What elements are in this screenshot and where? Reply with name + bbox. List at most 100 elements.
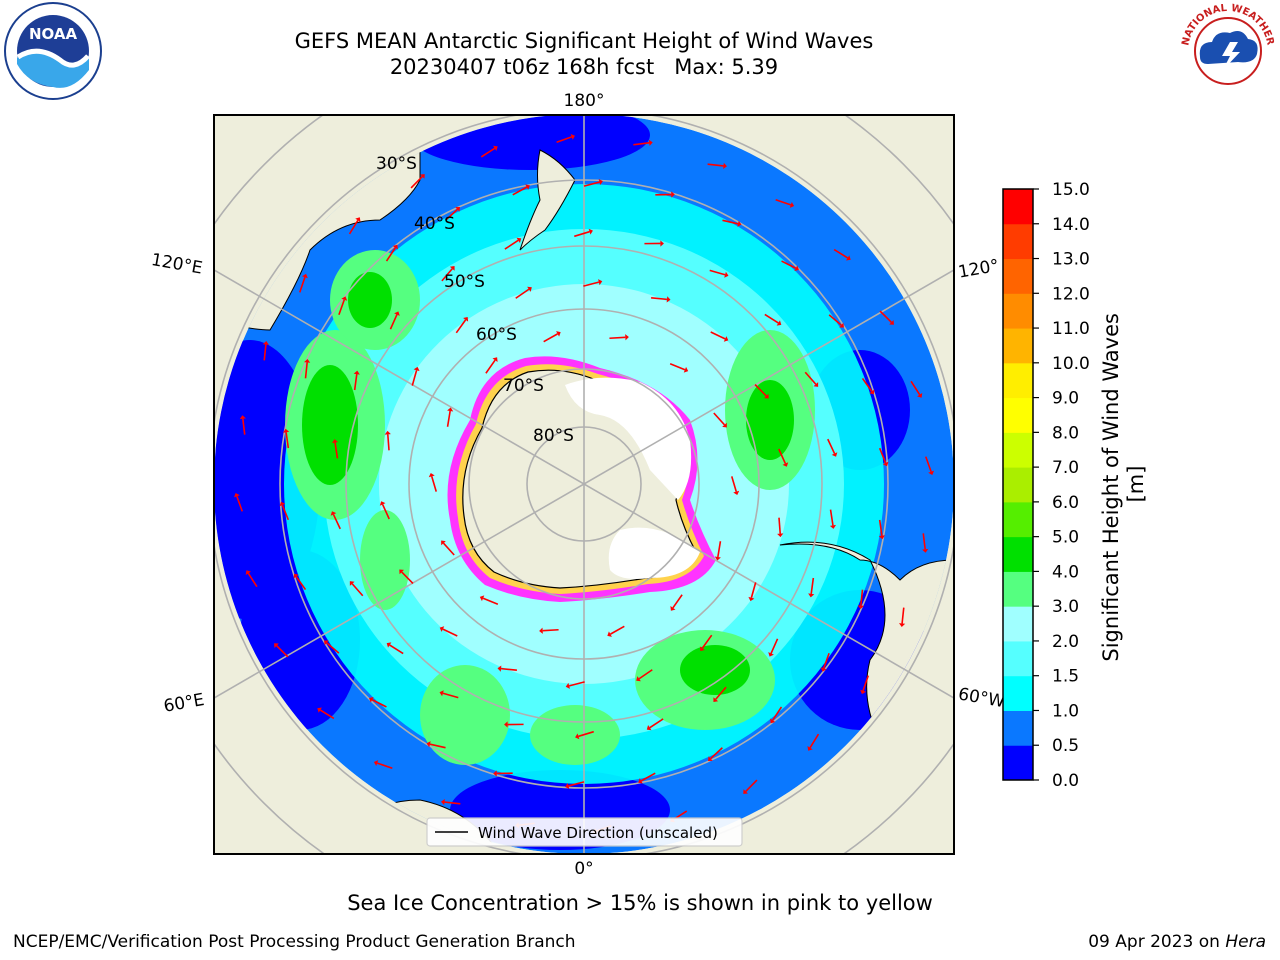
wave-arrow <box>649 718 664 729</box>
colorbar-frame <box>1002 188 1034 781</box>
colorbar-segment <box>1003 640 1033 677</box>
wave-arrow <box>860 589 864 606</box>
colorbar-segment <box>1003 675 1033 711</box>
wave-arrow-head <box>636 676 641 682</box>
wave-arrow-head <box>527 286 532 292</box>
wave-arrow <box>715 686 727 700</box>
wave-arrow <box>878 447 887 464</box>
legend-label: Wind Wave Direction (unscaled) <box>478 824 718 842</box>
wave-arrow <box>304 362 308 379</box>
wave-arrow-head <box>831 452 838 457</box>
wave-arrow-head <box>743 789 748 794</box>
colorbar-tick-label: 0.0 <box>1052 771 1079 791</box>
wave-arrow-head <box>878 535 885 540</box>
wave-arrow-head <box>274 643 279 648</box>
lon-label-lower-left: 60°E <box>162 690 206 717</box>
wave-arrow-head <box>373 760 379 767</box>
wave-arrow-head <box>341 296 348 301</box>
wave-arrow <box>764 313 779 324</box>
wave-arrow-head <box>768 652 774 657</box>
wave-arrow <box>778 448 787 464</box>
wave-arrow <box>901 607 905 624</box>
wave-arrow <box>745 779 758 792</box>
wave-arrow <box>568 681 585 687</box>
wave-arrow-head <box>439 626 445 632</box>
wave-arrow <box>236 496 244 512</box>
wave-arrow <box>351 583 364 597</box>
wave-arrow-head <box>807 746 813 751</box>
wave-arrow-head <box>304 358 311 363</box>
wave-arrow-head <box>789 201 795 208</box>
wave-arrow <box>638 669 653 680</box>
wave-arrow-head <box>928 470 935 475</box>
wave-arrow-head <box>439 690 444 697</box>
lon-label-top: 180° <box>564 91 605 111</box>
wave-arrow <box>542 628 559 632</box>
lon-label-bottom: 0° <box>574 859 593 879</box>
wave-arrow <box>709 269 726 276</box>
wave-arrow-head <box>353 370 360 375</box>
lon-label-upper-right: 120° <box>957 256 1001 283</box>
wave-arrow-head <box>262 340 269 345</box>
colorbar-segment <box>1003 467 1033 503</box>
colorbar-segment <box>1003 432 1033 468</box>
map-title: GEFS MEAN Antarctic Significant Height o… <box>294 29 874 53</box>
wave-arrow <box>710 747 723 760</box>
colorbar-tick-label: 6.0 <box>1052 493 1079 513</box>
wave-arrow-head <box>770 718 776 724</box>
wave-arrow-head <box>455 207 460 212</box>
wave-arrow-head <box>660 240 664 247</box>
wave-arrow-head <box>525 184 530 190</box>
lon-label-upper-left: 120°E <box>150 250 204 279</box>
wave-arrow <box>583 181 600 187</box>
wave-arrow <box>701 634 713 649</box>
wave-arrow <box>429 743 446 749</box>
wave-arrow <box>722 219 739 225</box>
wave-arrow-head <box>782 462 789 467</box>
colorbar-segment <box>1003 223 1033 260</box>
credit-left: NCEP/EMC/Verification Post Processing Pr… <box>13 932 576 952</box>
wave-arrow-head <box>922 548 929 553</box>
colorbar-tick-label: 5.0 <box>1052 528 1079 548</box>
wave-arrow <box>771 706 783 721</box>
wave-arrow <box>574 230 590 238</box>
wave-arrow-head <box>301 273 308 279</box>
wave-arrow <box>371 699 387 708</box>
wave-arrow-head <box>570 133 575 140</box>
wave-arrow <box>263 344 267 361</box>
wave-arrow-head <box>324 640 329 646</box>
wave-arrow-head <box>428 472 435 478</box>
wave-arrow <box>710 331 726 340</box>
wave-arrow <box>809 733 820 749</box>
colorbar-tick-label: 1.5 <box>1052 667 1079 687</box>
wave-arrow-head <box>386 642 392 648</box>
wave-arrow-head <box>829 524 837 529</box>
wave-arrow <box>750 582 757 598</box>
wave-arrow <box>829 509 834 526</box>
wave-arrow-head <box>539 627 543 634</box>
wave-arrow <box>878 519 883 536</box>
wave-arrow <box>879 310 892 323</box>
wave-arrow <box>556 136 572 144</box>
wave-arrow-head <box>860 689 867 695</box>
wave-arrow-head <box>794 265 799 272</box>
wave-arrow-head <box>330 511 337 516</box>
colorbar-tick-label: 9.0 <box>1052 389 1079 409</box>
colorbar-tick-label: 8.0 <box>1052 423 1079 443</box>
map-subtitle: 20230407 t06z 168h fcst Max: 5.39 <box>389 55 779 79</box>
wave-arrow-head <box>492 357 498 362</box>
wave-arrow-head <box>497 665 502 672</box>
wave-arrow <box>445 208 458 221</box>
wave-arrow <box>482 597 499 606</box>
colorbar-segment <box>1003 571 1033 607</box>
wave-arrow <box>778 517 782 534</box>
wave-arrow-head <box>463 316 469 322</box>
wave-arrow-head <box>379 501 386 506</box>
wave-arrow-head <box>763 393 769 399</box>
wave-arrow <box>707 163 724 167</box>
wave-arrow <box>247 572 258 588</box>
wave-arrow <box>543 333 558 343</box>
colorbar-tick-label: 0.5 <box>1052 736 1079 756</box>
wave-arrow <box>924 456 932 472</box>
wave-arrow <box>410 176 423 189</box>
